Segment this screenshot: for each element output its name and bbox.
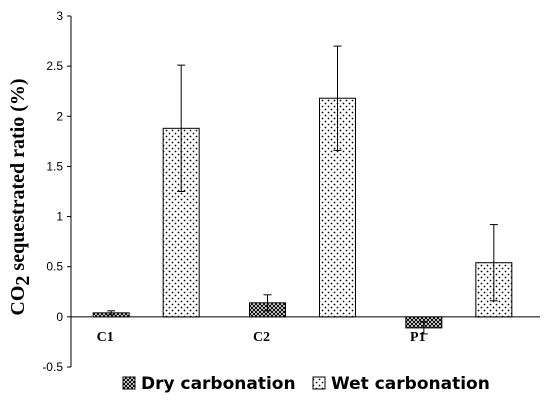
legend-label-dry-carbonation: Dry carbonation xyxy=(141,374,296,394)
error-bar-wet-carbonation-c2 xyxy=(333,45,342,151)
y-axis-label: CO2 sequestrated ratio (%) xyxy=(7,78,34,315)
error-bar-dry-carbonation-p1 xyxy=(419,321,428,335)
error-bar-wet-carbonation-p1 xyxy=(489,224,498,302)
y-axis-ticks: -0.5 0 0.5 1 1.5 2 2.5 3 xyxy=(42,9,71,374)
y-tick-label: 0.5 xyxy=(46,260,63,274)
legend-swatch-dry-carbonation xyxy=(122,376,136,390)
category-label-c1: C1 xyxy=(97,330,114,345)
y-tick-label: 2 xyxy=(56,109,63,123)
y-tick-label: 3 xyxy=(56,9,63,23)
category-label-p1: P1 xyxy=(410,330,426,345)
legend-label-wet-carbonation: Wet carbonation xyxy=(331,374,490,394)
category-label-c2: C2 xyxy=(253,330,270,345)
error-bar-dry-carbonation-c1 xyxy=(107,310,116,316)
error-bars xyxy=(107,45,498,335)
y-tick-label: 0 xyxy=(56,310,63,324)
y-tick-label: 1.5 xyxy=(46,159,63,173)
legend: Dry carbonation Wet carbonation xyxy=(122,374,490,394)
bars xyxy=(92,97,513,329)
error-bar-dry-carbonation-c2 xyxy=(263,294,272,312)
y-tick-label: 2.5 xyxy=(46,59,63,73)
category-labels: C1 C2 P1 xyxy=(97,330,426,345)
y-tick-label: 1 xyxy=(56,210,63,224)
y-tick-label: -0.5 xyxy=(42,360,63,374)
legend-swatch-wet-carbonation xyxy=(312,376,326,390)
error-bar-wet-carbonation-c1 xyxy=(177,64,186,192)
